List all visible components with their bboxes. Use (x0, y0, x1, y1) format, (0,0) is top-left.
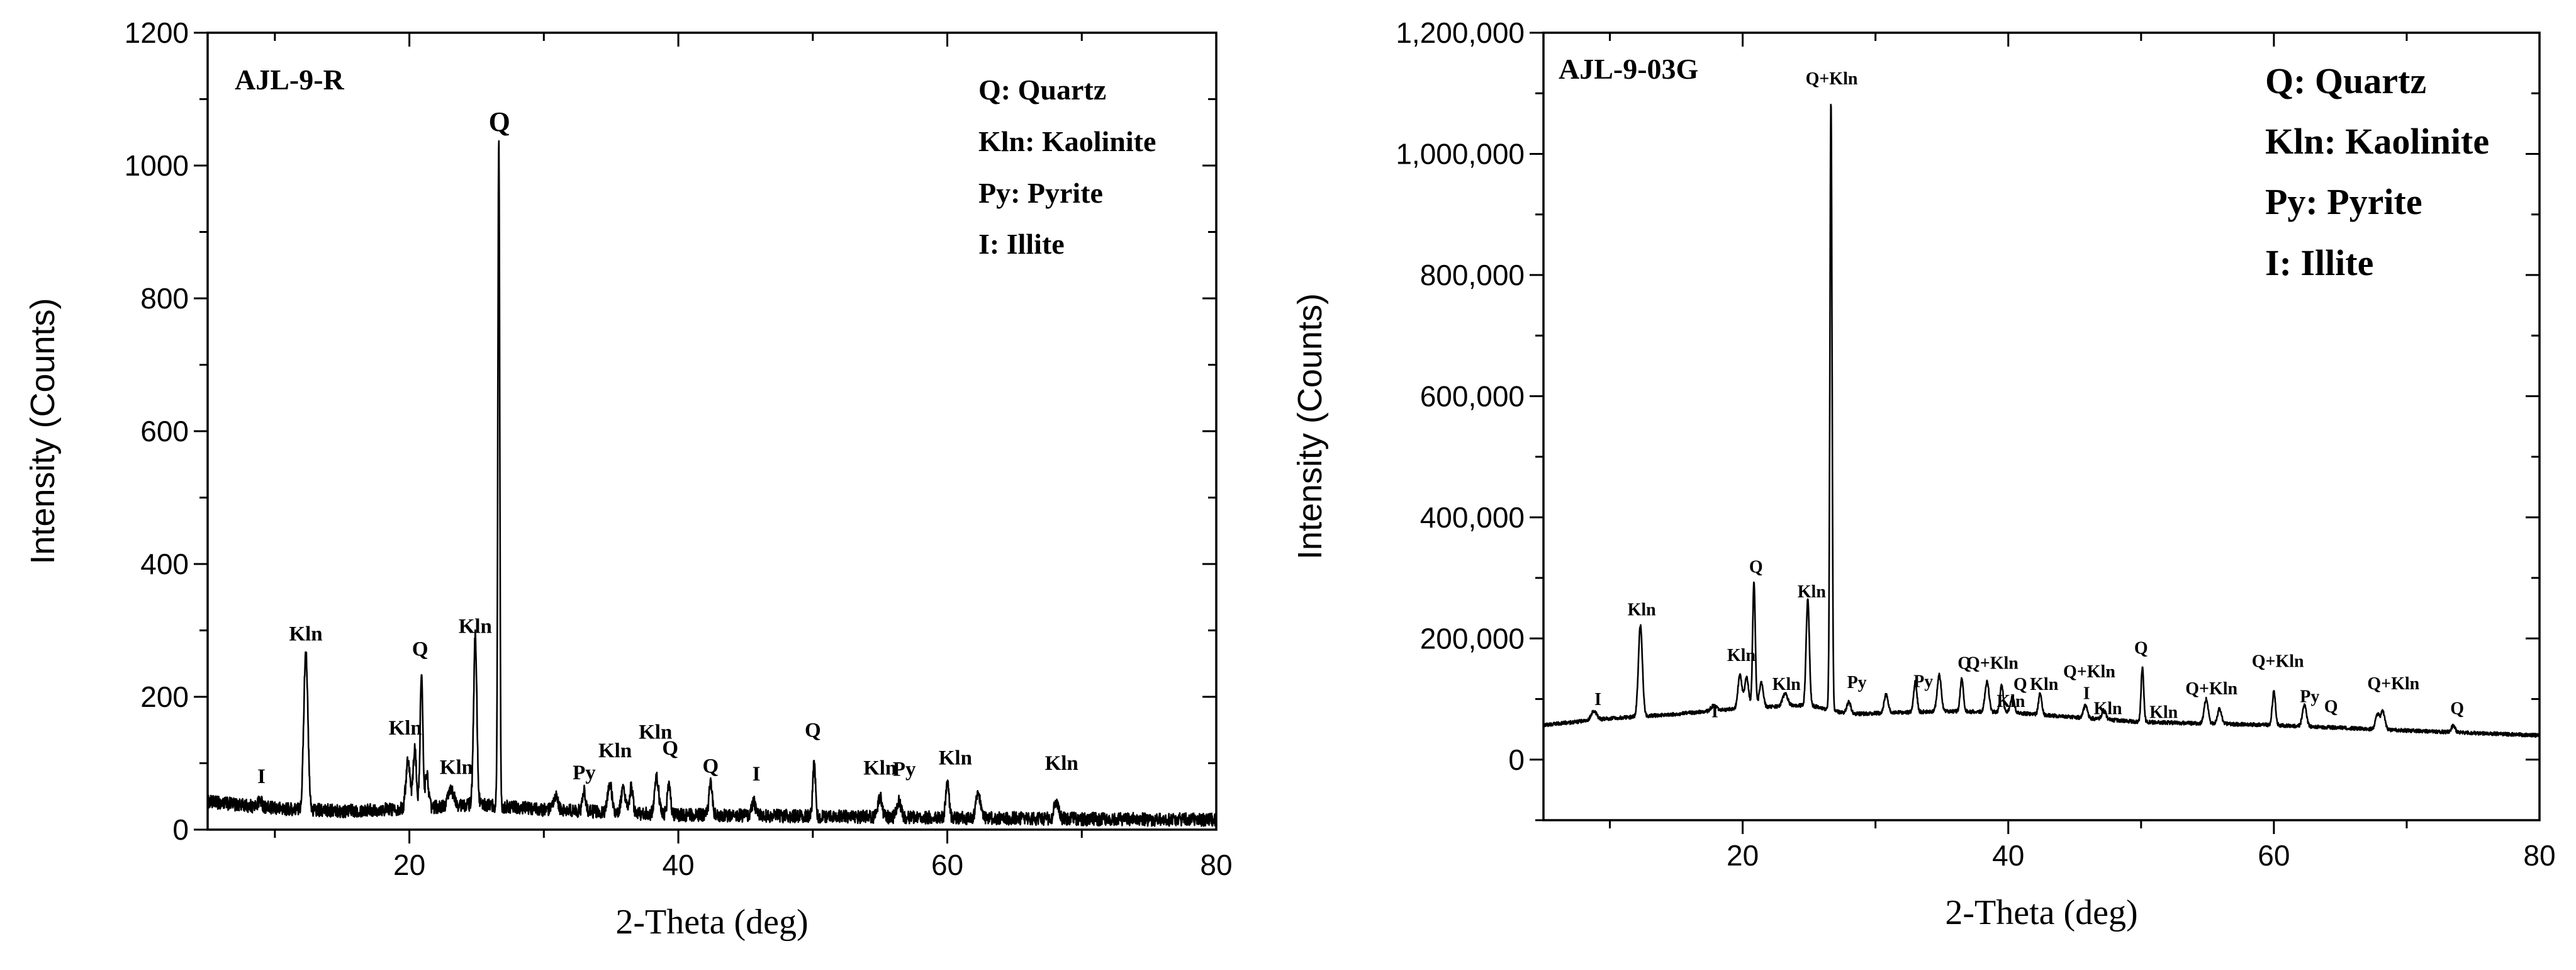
x-tick-label: 40 (1992, 839, 2024, 872)
y-axis-title: Intensity (Counts) (1291, 293, 1329, 560)
peak-label: Kln (863, 757, 897, 779)
peak-label: Kln (598, 740, 632, 762)
chart-panel-right: 20 40 60 80 0 200,000 400,000 600,000 800,000 1,0… (1291, 16, 2556, 932)
peak-label: Q (805, 719, 821, 742)
peak-label: Q (703, 755, 719, 777)
peak-label: Py (1847, 673, 1867, 692)
legend-entry: I: Illite (978, 228, 1065, 260)
xrd-trace (206, 140, 1218, 827)
peak-label: Kln (1045, 752, 1078, 775)
legend-entry: Py: Pyrite (2265, 181, 2422, 222)
sample-title: AJL-9-03G (1559, 53, 1698, 85)
x-tick-label: 80 (2523, 839, 2555, 872)
peak-label: Kln (389, 717, 422, 740)
y-tick-label: 200,000 (1420, 622, 1525, 655)
y-tick-label: 400 (140, 548, 189, 580)
x-tick-label: 60 (2258, 839, 2290, 872)
legend-entry: Q: Quartz (2265, 60, 2426, 101)
peak-label: Py (893, 759, 916, 781)
peak-label: Q (2013, 675, 2027, 694)
peak-label: I (1711, 702, 1718, 721)
legend-entry: I: Illite (2265, 242, 2373, 283)
peak-label: Kln (2149, 702, 2178, 722)
peak-label: Q (662, 737, 678, 760)
peak-label: Kln (639, 721, 672, 743)
y-tick-label: 0 (172, 813, 189, 846)
peak-label: Q (489, 106, 510, 137)
peak-label: Kln (1772, 675, 1801, 694)
y-tick-label: 800,000 (1420, 259, 1525, 291)
peak-label: Q (1957, 653, 1971, 673)
peak-label: Q+Kln (2252, 652, 2304, 672)
x-tick-label: 60 (931, 849, 963, 881)
y-tick-label: 1000 (125, 149, 189, 182)
peak-label: Q+Kln (2063, 662, 2115, 682)
peak-label: Q (2324, 697, 2338, 717)
peak-label: Q+Kln (1966, 653, 2019, 673)
peak-label: Kln (289, 623, 322, 645)
peak-label: Kln (1727, 646, 1756, 665)
x-tick-label: 20 (1727, 839, 1759, 872)
peak-label: Q (2134, 638, 2148, 658)
legend-entry: Kln: Kaolinite (2265, 121, 2489, 162)
y-tick-label: 1200 (125, 16, 189, 49)
peak-label: Q (2450, 699, 2464, 719)
peak-label: Kln (1996, 692, 2025, 711)
peak-label: Kln (2030, 675, 2059, 694)
peak-label: I (257, 765, 266, 788)
x-axis-title: 2-Theta (deg) (615, 903, 808, 942)
y-axis-title: Intensity (Counts) (24, 298, 62, 564)
peak-label: Kln (1628, 601, 1657, 620)
y-tick-label: 0 (1508, 743, 1525, 776)
peak-label: Q+Kln (2367, 674, 2419, 694)
y-tick-label: 600 (140, 415, 189, 448)
peak-label: Q (412, 638, 428, 661)
y-tick-label: 800 (140, 282, 189, 315)
peak-label: I (1594, 690, 1601, 709)
peak-label: I (2083, 684, 2090, 704)
x-tick-label: 80 (1200, 849, 1232, 881)
peak-label: Py (573, 762, 596, 784)
legend-entry: Py: Pyrite (978, 177, 1103, 209)
peak-label: Kln (1798, 582, 1827, 602)
legend-entry: Q: Quartz (978, 74, 1106, 106)
peak-label: Py (1913, 672, 1933, 691)
y-tick-label: 400,000 (1420, 501, 1525, 534)
x-axis-title: 2-Theta (deg) (1945, 893, 2137, 932)
plot-frame (1542, 31, 2541, 821)
sample-title: AJL-9-R (235, 64, 345, 96)
legend-entry: Kln: Kaolinite (978, 125, 1156, 157)
x-tick-label: 40 (662, 849, 694, 881)
peak-label: I (753, 763, 761, 786)
y-tick-label: 1,000,000 (1396, 137, 1525, 170)
xrd-trace (1542, 103, 2541, 738)
peak-label: Kln (2093, 699, 2122, 719)
x-tick-label: 20 (393, 849, 425, 881)
peak-label: Py (2300, 687, 2319, 706)
peak-label: Kln (440, 756, 473, 779)
y-tick-label: 600,000 (1420, 380, 1525, 412)
y-tick-label: 1,200,000 (1396, 16, 1525, 49)
peak-label: Kln (459, 616, 492, 638)
peak-label: Q+Kln (2185, 679, 2237, 699)
y-tick-label: 200 (140, 680, 189, 713)
peak-label: Q+Kln (1806, 69, 1858, 89)
peak-label: Kln (939, 747, 972, 770)
peak-label: Q (1749, 557, 1763, 577)
